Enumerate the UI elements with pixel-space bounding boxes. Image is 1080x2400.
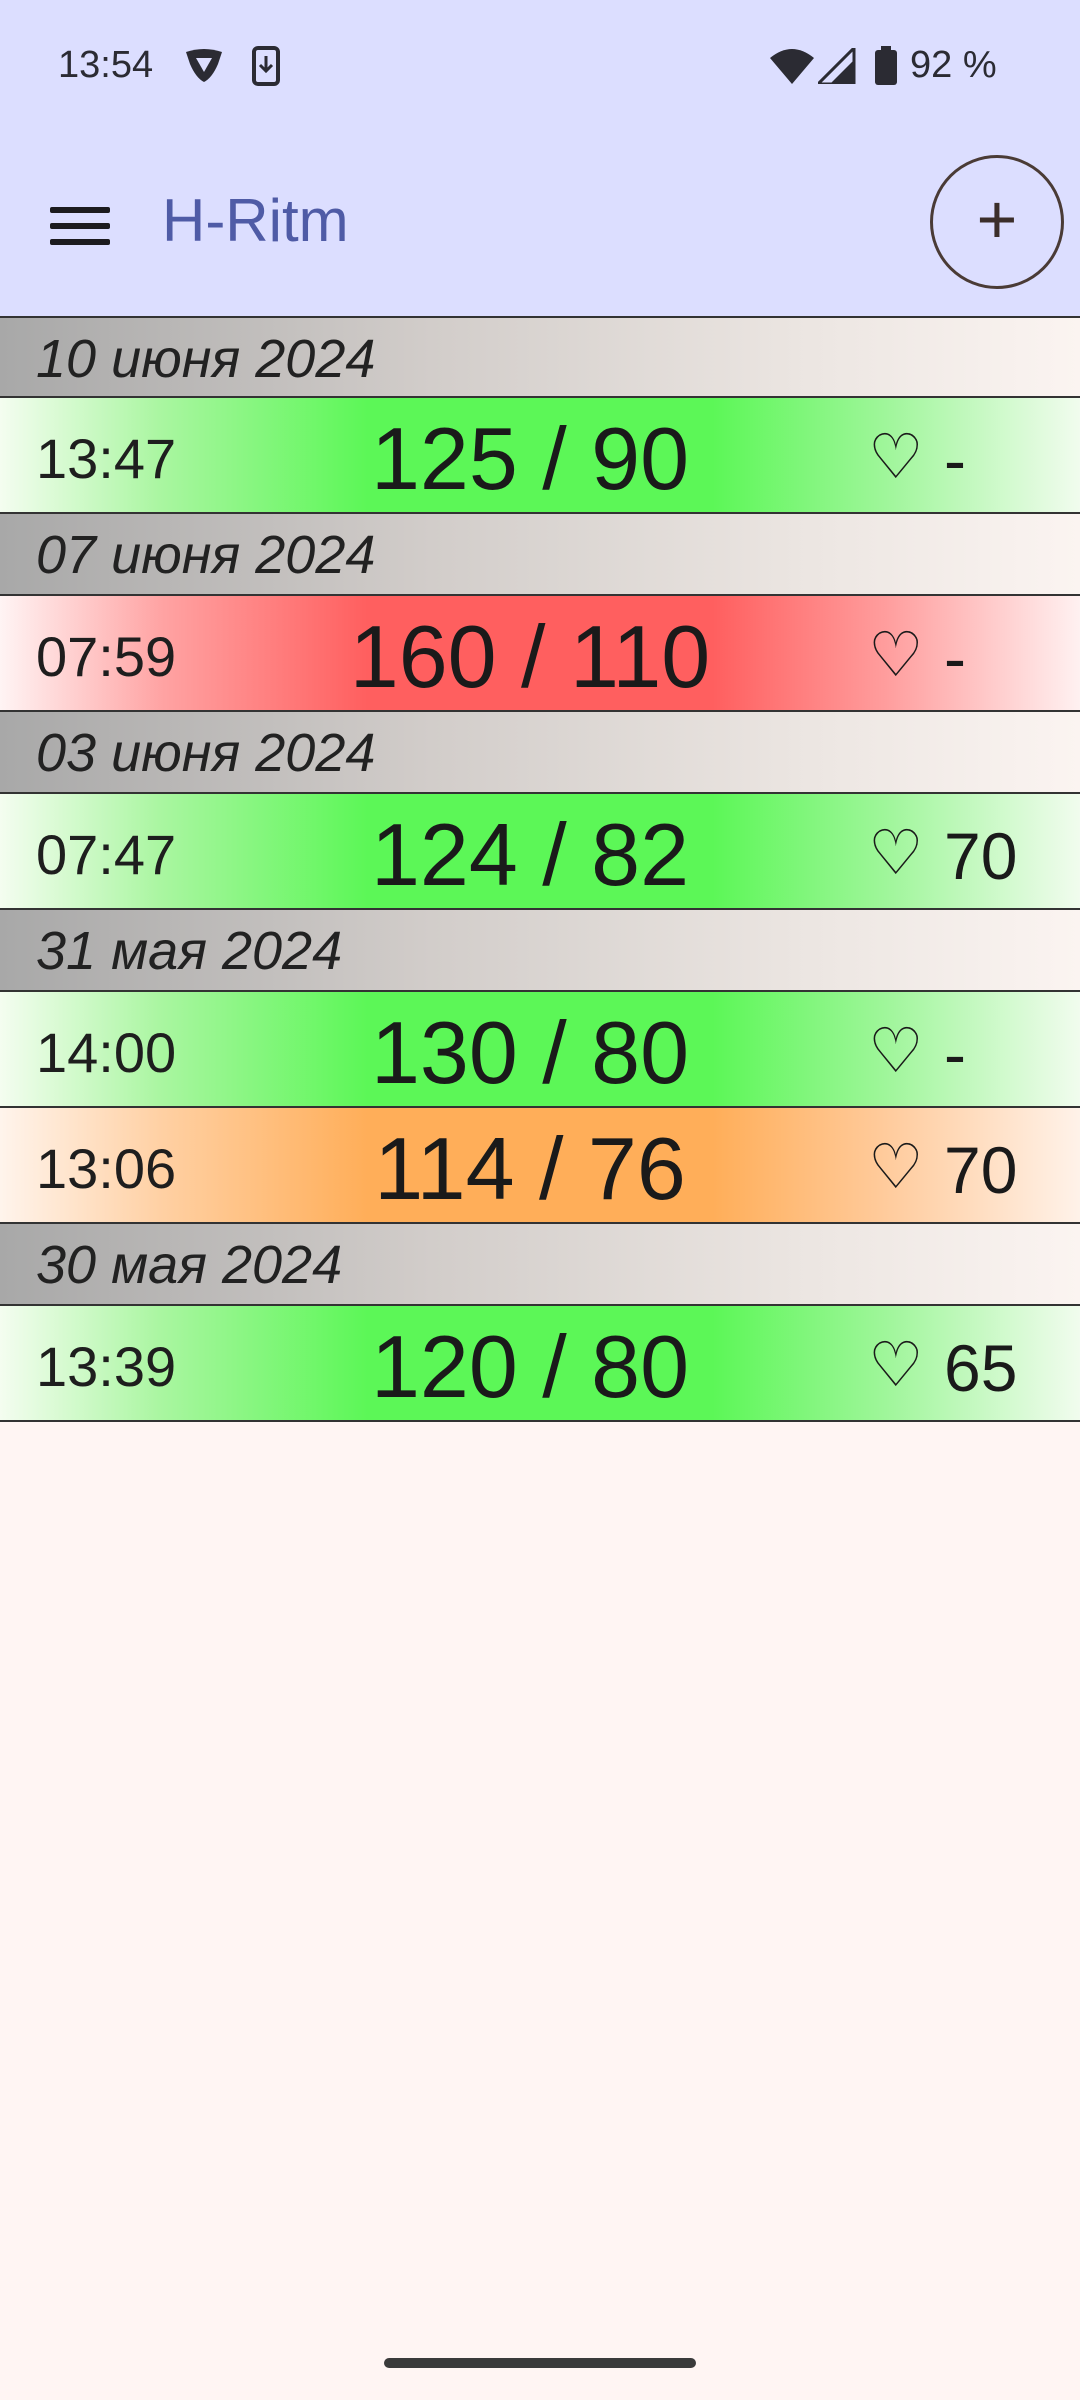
pulse-value: -: [944, 423, 966, 497]
date-header: 10 июня 2024: [0, 316, 1080, 398]
blood-pressure-value: 124 / 82: [370, 805, 690, 904]
readings-list: 10 июня 2024 13:47 125 / 90 ♡ -07 июня 2024 0…: [0, 316, 1080, 1422]
signal-icon: [818, 46, 856, 86]
pulse-value: 70: [944, 1133, 1018, 1207]
blood-pressure-value: 114 / 76: [374, 1119, 686, 1218]
reading-row[interactable]: 07:47 124 / 82 ♡ 70: [0, 794, 1080, 910]
blood-pressure-value: 120 / 80: [370, 1317, 690, 1416]
battery-percent: 92 %: [910, 44, 997, 86]
blood-pressure-value: 125 / 90: [370, 409, 690, 508]
app-title: H-Ritm: [162, 187, 349, 254]
heart-icon: ♡: [868, 1133, 924, 1202]
pulse-value: 70: [944, 819, 1018, 893]
date-header-label: 03 июня 2024: [36, 723, 376, 783]
reading-row[interactable]: 14:00 130 / 80 ♡ -: [0, 992, 1080, 1108]
date-header-label: 30 мая 2024: [36, 1235, 343, 1295]
reading-time: 13:06: [36, 1137, 177, 1200]
hamburger-menu-icon[interactable]: [50, 196, 110, 256]
plus-icon: +: [976, 180, 1018, 258]
heart-icon: ♡: [868, 1017, 924, 1086]
date-header-label: 10 июня 2024: [36, 329, 376, 389]
date-header-label: 07 июня 2024: [36, 525, 376, 585]
heart-icon: ♡: [868, 423, 924, 492]
blood-pressure-value: 160 / 110: [349, 607, 711, 706]
heart-icon: ♡: [868, 621, 924, 690]
date-header-label: 31 мая 2024: [36, 921, 343, 981]
add-reading-button[interactable]: +: [930, 155, 1064, 289]
vpn-shield-icon: [184, 46, 224, 86]
home-indicator[interactable]: [384, 2358, 696, 2368]
blood-pressure-value: 130 / 80: [370, 1003, 690, 1102]
reading-time: 07:59: [36, 625, 177, 688]
reading-time: 13:47: [36, 427, 177, 490]
reading-row[interactable]: 13:39 120 / 80 ♡ 65: [0, 1306, 1080, 1422]
download-phone-icon: [252, 46, 280, 86]
pulse-value: -: [944, 621, 966, 695]
date-header: 30 мая 2024: [0, 1224, 1080, 1306]
date-header: 03 июня 2024: [0, 712, 1080, 794]
pulse-value: 65: [944, 1331, 1018, 1405]
status-bar: 13:54 92 %: [0, 0, 1080, 130]
reading-row[interactable]: 13:06 114 / 76 ♡ 70: [0, 1108, 1080, 1224]
date-header: 07 июня 2024: [0, 514, 1080, 596]
heart-icon: ♡: [868, 1331, 924, 1400]
reading-row[interactable]: 07:59 160 / 110 ♡ -: [0, 596, 1080, 712]
battery-icon: [874, 46, 898, 86]
status-time: 13:54: [58, 44, 154, 86]
reading-row[interactable]: 13:47 125 / 90 ♡ -: [0, 398, 1080, 514]
date-header: 31 мая 2024: [0, 910, 1080, 992]
heart-icon: ♡: [868, 819, 924, 888]
wifi-icon: [770, 46, 814, 86]
top-app-area: 13:54 92 % H-Ritm +: [0, 0, 1080, 316]
reading-time: 13:39: [36, 1335, 177, 1398]
pulse-value: -: [944, 1017, 966, 1091]
reading-time: 07:47: [36, 823, 177, 886]
reading-time: 14:00: [36, 1021, 177, 1084]
